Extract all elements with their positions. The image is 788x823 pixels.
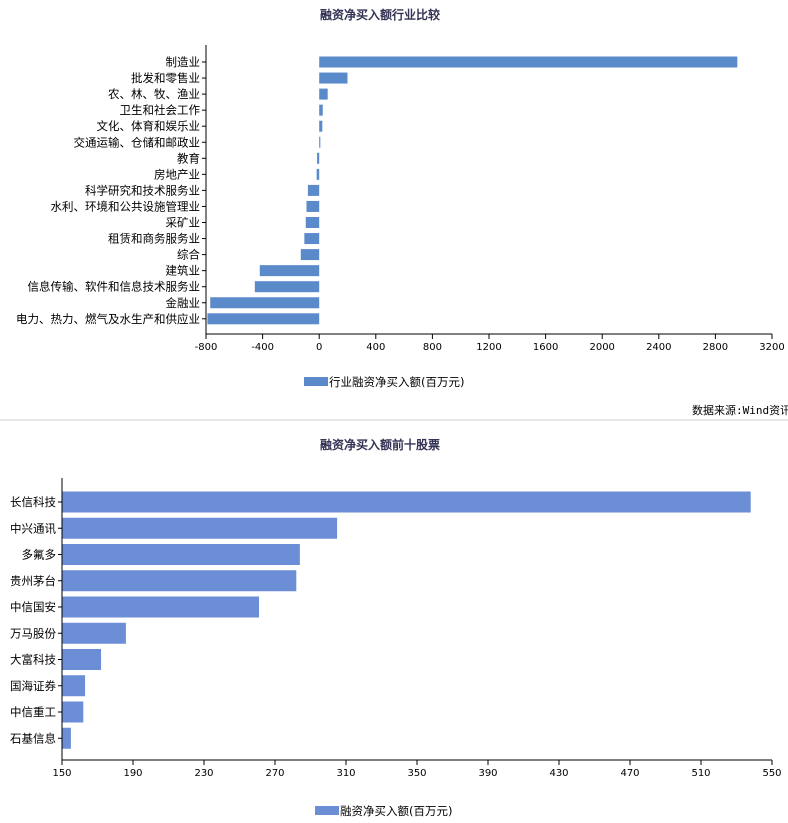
c1-x-tick-label-6: 1600 [533,342,558,353]
c1-category-label-14: 信息传输、软件和信息技术服务业 [28,280,201,294]
c1-bar-16 [207,313,320,325]
c2-category-label-0: 长信科技 [10,495,56,509]
c2-bar-4 [62,596,260,618]
industry-chart-title: 融资净买入额行业比较 [320,7,440,22]
c1-bar-2 [319,88,328,100]
c1-category-label-3: 卫生和社会工作 [120,103,201,117]
industry-legend-swatch [304,377,328,386]
c1-category-label-1: 批发和零售业 [131,71,200,85]
c1-bar-9 [306,200,320,212]
c2-bar-7 [62,675,86,697]
c2-bar-1 [62,517,338,539]
c2-bar-8 [62,701,84,723]
c1-bar-6 [317,152,320,164]
c2-x-tick-label-8: 470 [620,768,639,779]
c2-x-tick-label-6: 390 [478,768,497,779]
c1-bar-12 [300,249,320,261]
c1-bar-5 [319,136,321,148]
top10-x-ticks: 150 190 230 270 310 350 390 430 470 510 550 [52,760,782,779]
c1-bar-13 [259,265,320,277]
industry-chart: 融资净买入额行业比较 制造业批发和零售业农、林、牧、渔业卫生和社会工作文化、体育… [16,7,788,417]
c1-bar-7 [316,168,320,180]
c1-x-tick-label-9: 2800 [703,342,728,353]
c1-category-label-15: 金融业 [166,296,201,310]
top10-legend-label: 融资净买入额(百万元) [340,804,452,818]
c1-bar-10 [305,217,320,228]
c1-x-tick-label-7: 2000 [589,342,614,353]
c2-bar-9 [62,727,71,749]
c1-x-tick-label-5: 1200 [476,342,501,353]
c1-x-tick-label-4: 800 [423,342,442,353]
c2-category-label-5: 万马股份 [10,626,56,640]
c1-bar-11 [304,233,320,245]
c2-category-label-1: 中兴通讯 [10,521,56,535]
c1-category-label-8: 科学研究和技术服务业 [85,183,200,197]
c1-category-label-6: 教育 [177,151,200,165]
industry-legend-label: 行业融资净买入额(百万元) [329,375,464,389]
data-source-note: 数据来源:Wind资讯 [692,403,788,417]
c2-category-label-8: 中信重工 [10,705,56,719]
c1-bar-1 [319,72,348,84]
c1-x-tick-label-1: -400 [251,342,274,353]
c1-x-tick-label-10: 3200 [759,342,784,353]
c2-x-tick-label-10: 550 [762,768,781,779]
c2-x-tick-label-3: 270 [265,768,284,779]
c1-category-label-7: 房地产业 [154,167,200,181]
top10-legend-swatch [315,806,339,815]
c1-category-label-11: 租赁和商务服务业 [108,232,200,246]
c1-x-tick-label-2: 0 [316,342,322,353]
c1-category-label-4: 文化、体育和娱乐业 [97,119,201,133]
c1-bar-15 [210,297,320,309]
c2-category-label-9: 石基信息 [10,731,56,745]
c1-category-label-10: 采矿业 [166,216,201,230]
top10-stocks-chart: 融资净买入额前十股票 长信科技中兴通讯多氟多贵州茅台中信国安万马股份大富科技国海… [10,437,782,818]
top10-chart-title: 融资净买入额前十股票 [320,437,440,452]
c2-x-tick-label-9: 510 [691,768,710,779]
c1-bar-0 [319,56,738,68]
c1-category-label-13: 建筑业 [166,264,201,278]
c2-x-tick-label-0: 150 [52,768,71,779]
c1-category-label-16: 电力、热力、燃气及水生产和供应业 [16,312,200,326]
industry-category-labels: 制造业批发和零售业农、林、牧、渔业卫生和社会工作文化、体育和娱乐业交通运输、仓储… [16,55,206,326]
c2-category-label-4: 中信国安 [10,600,56,614]
c2-x-tick-label-4: 310 [336,768,355,779]
c2-x-tick-label-7: 430 [549,768,568,779]
c2-category-label-3: 贵州茅台 [10,574,56,588]
c2-x-tick-label-5: 350 [407,768,426,779]
c2-bar-0 [62,491,751,513]
c2-x-tick-label-2: 230 [194,768,213,779]
c2-category-label-2: 多氟多 [22,548,57,562]
c1-x-tick-label-8: 2400 [646,342,671,353]
c1-category-label-12: 综合 [177,248,200,262]
c2-x-tick-label-1: 190 [123,768,142,779]
c1-category-label-5: 交通运输、仓储和邮政业 [74,135,201,149]
c2-category-label-7: 国海证券 [10,679,56,693]
c1-bar-8 [307,184,320,196]
c2-bar-5 [62,622,126,644]
c2-bar-6 [62,649,102,670]
c1-bar-4 [319,120,323,132]
c1-x-tick-label-3: 400 [366,342,385,353]
c1-category-label-0: 制造业 [166,55,201,69]
top10-bars [62,491,751,749]
industry-x-ticks: -800 -400 0 400 800 1200 1600 2000 2400 2800 3200 [195,334,785,353]
c1-category-label-9: 水利、环境和公共设施管理业 [51,199,201,213]
c2-bar-2 [62,544,300,565]
c1-category-label-2: 农、林、牧、渔业 [108,87,200,101]
c1-x-tick-label-0: -800 [195,342,218,353]
c1-bar-3 [319,104,323,116]
c2-bar-3 [62,570,297,592]
c2-category-label-6: 大富科技 [10,653,56,667]
industry-bars [207,56,738,325]
c1-bar-14 [254,281,320,293]
